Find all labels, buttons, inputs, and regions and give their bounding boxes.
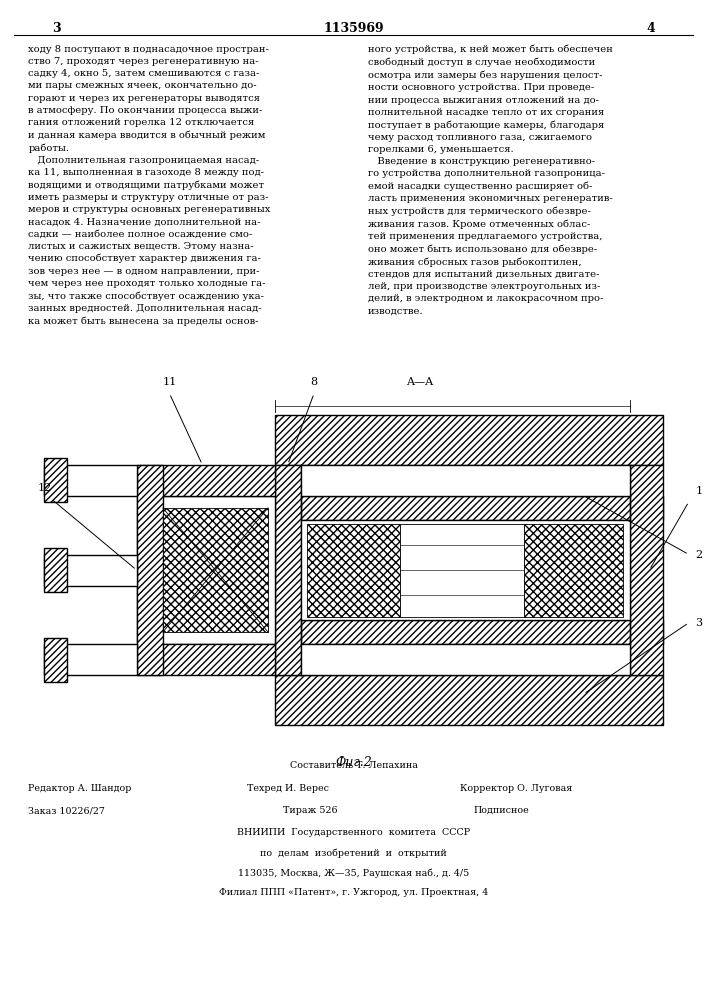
Bar — [308, 524, 399, 616]
Bar — [136, 496, 274, 644]
Text: 113035, Москва, Ж—35, Раушская наб., д. 4/5: 113035, Москва, Ж—35, Раушская наб., д. … — [238, 868, 469, 878]
Bar — [136, 465, 163, 675]
Text: 3: 3 — [696, 618, 703, 628]
Text: 1: 1 — [696, 486, 703, 496]
Text: 11: 11 — [163, 377, 177, 387]
Text: Филиал ППП «Патент», г. Ужгород, ул. Проектная, 4: Филиал ППП «Патент», г. Ужгород, ул. Про… — [219, 888, 488, 897]
Bar — [45, 548, 67, 592]
Text: Техред И. Верес: Техред И. Верес — [247, 784, 329, 793]
Bar — [45, 644, 136, 675]
Bar — [274, 465, 301, 675]
Bar — [399, 524, 525, 616]
Text: A—A: A—A — [406, 377, 433, 387]
Text: по  делам  изобретений  и  открытий: по делам изобретений и открытий — [260, 848, 447, 857]
Bar — [274, 675, 662, 725]
Bar — [301, 520, 630, 620]
Text: 4: 4 — [646, 21, 655, 34]
Bar — [274, 496, 662, 520]
Bar — [301, 465, 630, 496]
Bar — [274, 415, 662, 465]
Bar — [163, 508, 268, 632]
Text: 1135969: 1135969 — [323, 21, 384, 34]
Bar — [630, 465, 662, 675]
Bar — [45, 554, 136, 585]
Bar — [45, 638, 67, 682]
Bar — [45, 465, 136, 496]
Text: Подписное: Подписное — [474, 806, 530, 815]
Text: Тираж 526: Тираж 526 — [283, 806, 337, 815]
Text: Редактор А. Шандор: Редактор А. Шандор — [28, 784, 132, 793]
Text: 2: 2 — [696, 550, 703, 560]
Text: 12: 12 — [37, 483, 52, 493]
Bar — [45, 458, 67, 502]
Text: ВНИИПИ  Государственного  комитета  СССР: ВНИИПИ Государственного комитета СССР — [237, 828, 470, 837]
Text: Составитель Т. Лепахина: Составитель Т. Лепахина — [290, 761, 417, 770]
Text: Корректор О. Луговая: Корректор О. Луговая — [460, 784, 572, 793]
Bar — [301, 644, 630, 675]
Text: Фиг.2: Фиг.2 — [335, 756, 372, 769]
Text: 3: 3 — [52, 21, 61, 34]
Text: ходу 8 поступают в поднасадочное простран-
ство 7, проходят через регенеративную: ходу 8 поступают в поднасадочное простра… — [28, 45, 271, 326]
Bar — [525, 524, 623, 616]
Text: Заказ 10226/27: Заказ 10226/27 — [28, 806, 105, 815]
Text: 8: 8 — [310, 377, 317, 387]
Bar — [136, 644, 274, 675]
Bar — [274, 620, 662, 644]
Bar — [136, 465, 274, 496]
Text: ного устройства, к ней может быть обеспечен
свободный доступ в случае необходимо: ного устройства, к ней может быть обеспе… — [368, 45, 612, 315]
